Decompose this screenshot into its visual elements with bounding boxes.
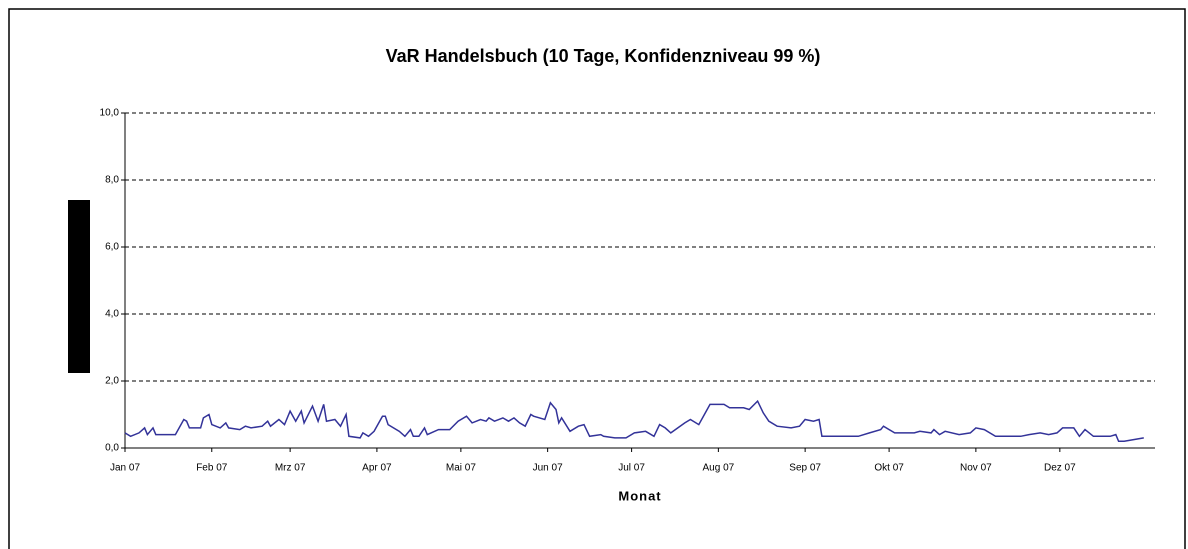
- chart-frame: [8, 8, 1186, 549]
- y-tick-label: 6,0: [105, 242, 119, 253]
- y-tick-label: 0,0: [105, 443, 119, 454]
- redacted-label: [68, 200, 90, 373]
- y-tick-label: 4,0: [105, 309, 119, 320]
- chart-title: VaR Handelsbuch (10 Tage, Konfidenznivea…: [386, 46, 821, 66]
- x-tick-label: Jul 07: [618, 463, 645, 474]
- x-tick-label: Feb 07: [196, 463, 228, 474]
- y-tick-label: 2,0: [105, 376, 119, 387]
- x-tick-label: Jun 07: [533, 463, 563, 474]
- data-line: [124, 399, 1144, 443]
- x-tick-label: Nov 07: [960, 463, 992, 474]
- y-tick-label: 10,0: [100, 108, 120, 119]
- x-tick-label: Aug 07: [703, 463, 735, 474]
- x-axis-title: Monat: [618, 488, 661, 503]
- x-tick-label: Jan 07: [110, 463, 140, 474]
- y-tick-label: 8,0: [105, 175, 119, 186]
- x-tick-label: Sep 07: [789, 463, 821, 474]
- x-tick-label: Mrz 07: [275, 463, 306, 474]
- x-tick-label: Apr 07: [362, 463, 392, 474]
- x-tick-label: Dez 07: [1044, 463, 1076, 474]
- x-tick-label: Mai 07: [446, 463, 476, 474]
- x-tick-label: Okt 07: [874, 463, 904, 474]
